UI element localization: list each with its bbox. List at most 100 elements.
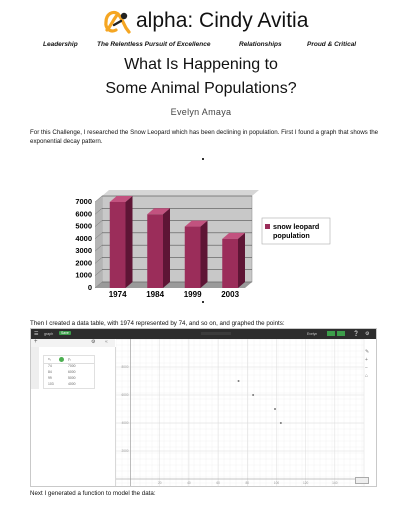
x-axis-label: 60 <box>216 481 220 485</box>
y-axis-label: 2000 <box>121 449 128 453</box>
bar-top <box>109 196 133 202</box>
edit-icon[interactable]: ✎ <box>365 349 370 355</box>
table-cell[interactable]: 74 <box>48 364 52 368</box>
desmos-logo <box>201 332 231 335</box>
y-axis-label: 8000 <box>121 365 128 369</box>
zoom-out-icon[interactable]: − <box>365 365 368 371</box>
page-title-line1: What Is Happening to <box>124 56 278 73</box>
bar-side <box>200 220 208 288</box>
page-title-line2: Some Animal Populations? <box>105 80 297 97</box>
table-cell[interactable]: 7000 <box>68 364 76 368</box>
function-paragraph: Next I generated a function to model the… <box>30 490 156 497</box>
graph-area[interactable]: 8000 6000 4000 2000 20 40 60 80 100 120 140 <box>116 339 376 486</box>
graphing-calculator: ☰ graph Save Evelyn ❔ ⚙ + ⚙ « x₁ y₁ 74 70… <box>30 328 377 487</box>
expression-list: x₁ y₁ 74 7000 84 6000 99 5000 103 4000 <box>31 347 116 486</box>
gridline-side <box>94 244 103 252</box>
gridline-side <box>94 208 103 215</box>
x-tick-label: 1984 <box>146 290 164 299</box>
y-tick-label: 2000 <box>75 258 92 267</box>
chart-wall-top <box>102 190 259 196</box>
point-color-icon[interactable] <box>59 357 64 362</box>
table-row[interactable]: 84 6000 <box>44 370 94 376</box>
keyboard-icon[interactable] <box>355 477 369 484</box>
logo-text: alpha: Cindy Avitia <box>136 9 309 32</box>
table-cell[interactable]: 5000 <box>68 376 76 380</box>
alpha-logo-icon <box>104 10 131 34</box>
bar <box>222 238 238 288</box>
gridline-side <box>94 232 103 240</box>
table-row[interactable]: 74 7000 <box>44 364 94 370</box>
download-icon[interactable] <box>337 331 345 336</box>
x-axis-label: 140 <box>332 481 338 485</box>
gridline-side <box>94 281 103 289</box>
add-item-icon[interactable]: + <box>34 339 38 345</box>
x-tick-label: 1974 <box>109 290 127 299</box>
collapse-icon[interactable]: « <box>105 339 108 345</box>
population-bar-chart: 0 1000 2000 3000 4000 5000 6000 7000 1974 1984 199… <box>75 190 331 299</box>
table-cell[interactable]: 84 <box>48 370 52 374</box>
y-axis-label: 4000 <box>121 421 128 425</box>
table-row[interactable]: 99 5000 <box>44 376 94 382</box>
bar-side <box>238 232 245 288</box>
tagline-item: The Relentless Pursuit of Excellence <box>97 41 211 48</box>
calculator-topbar: ☰ graph Save Evelyn ❔ ⚙ <box>31 329 376 339</box>
bar-top <box>222 232 245 239</box>
row-gutter <box>31 347 39 389</box>
zoom-controls: ✎ + − ⌂ <box>364 349 372 379</box>
table-cell[interactable]: 4000 <box>68 382 76 386</box>
divider-dot <box>202 158 204 160</box>
y-tick-label: 0 <box>88 283 92 292</box>
gridline-side <box>94 257 103 264</box>
table-cell[interactable]: 6000 <box>68 370 76 374</box>
table-cell[interactable]: 103 <box>48 382 54 386</box>
x-axis-label: 20 <box>158 481 162 485</box>
y-tick-label: 3000 <box>75 246 92 255</box>
bar <box>147 214 163 288</box>
x-tick-label: 1999 <box>184 290 202 299</box>
gridline-side <box>94 195 103 203</box>
divider-dot <box>202 301 204 303</box>
chart-side-wall <box>95 196 102 288</box>
x-axis-label: 80 <box>246 481 250 485</box>
save-button[interactable]: Save <box>59 331 71 335</box>
data-point <box>274 408 277 410</box>
gridline-side <box>94 220 103 227</box>
y-tick-label: 7000 <box>75 197 92 206</box>
tagline-bar: Leadership The Relentless Pursuit of Exc… <box>0 41 402 51</box>
author-name: Evelyn Amaya <box>170 107 232 117</box>
tagline-item: Leadership <box>43 41 78 48</box>
y-axis-label: 6000 <box>121 393 128 397</box>
settings-wrench-icon[interactable]: ⚙ <box>91 339 96 345</box>
x-axis-label: 120 <box>303 481 309 485</box>
account-menu[interactable]: Evelyn <box>307 332 318 336</box>
y-tick-label: 1000 <box>75 271 92 280</box>
x-axis-label: 100 <box>274 481 280 485</box>
data-point <box>237 380 240 382</box>
site-header: alpha: Cindy Avitia <box>0 6 402 38</box>
tagline-item: Proud & Critical <box>307 41 357 48</box>
data-point <box>252 394 255 396</box>
data-table[interactable]: x₁ y₁ 74 7000 84 6000 99 5000 103 4000 <box>43 355 95 389</box>
legend-box <box>261 217 331 245</box>
table-row[interactable]: 103 4000 <box>44 382 94 388</box>
data-point <box>279 422 282 424</box>
bar <box>184 226 201 288</box>
menu-icon[interactable]: ☰ <box>34 331 39 337</box>
bar <box>109 202 126 288</box>
home-icon[interactable]: ⌂ <box>365 373 369 379</box>
x-tick-label: 2003 <box>221 290 239 299</box>
legend-label: population <box>273 231 310 240</box>
bar-side <box>125 196 133 288</box>
table-header: y₁ <box>68 357 71 361</box>
intro-paragraph: For this Challenge, I researched the Sno… <box>30 129 379 146</box>
table-cell[interactable]: 99 <box>48 376 52 380</box>
bar-top <box>184 220 208 227</box>
share-icon[interactable] <box>327 331 335 336</box>
help-icon[interactable]: ❔ <box>353 331 360 337</box>
settings-icon[interactable]: ⚙ <box>365 331 370 337</box>
zoom-in-icon[interactable]: + <box>365 357 368 363</box>
tagline-item: Relationships <box>239 41 282 48</box>
legend-swatch <box>265 224 270 229</box>
graph-title: graph <box>44 332 54 336</box>
